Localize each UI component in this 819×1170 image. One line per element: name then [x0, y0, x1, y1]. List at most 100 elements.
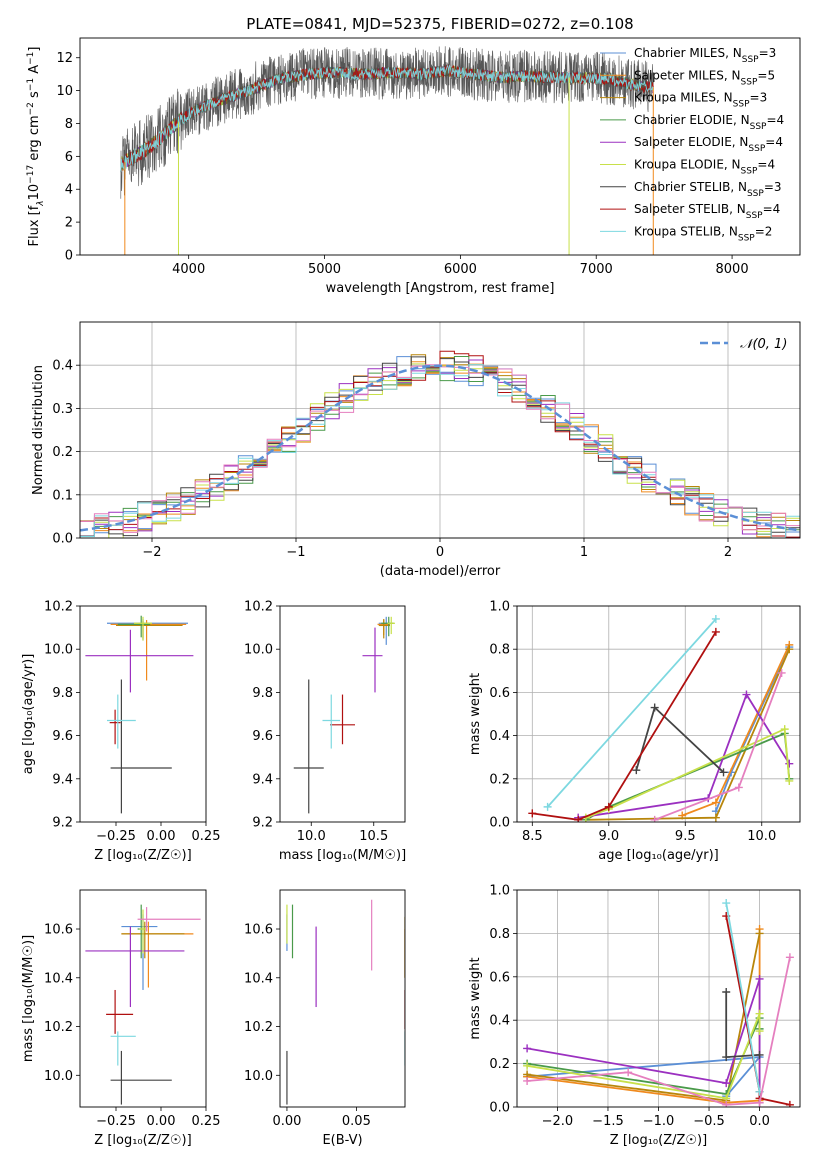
weight-line [681, 644, 791, 817]
weight-marker [734, 783, 743, 792]
y-tick-label: 9.4 [52, 772, 73, 787]
x-tick-label: −0.25 [96, 1114, 136, 1129]
x-tick-label: 10.0 [747, 829, 776, 844]
legend-label-tail: =4 [765, 135, 783, 149]
axes-frame [79, 605, 207, 823]
errorbar-point [387, 616, 395, 635]
y-tick-label: 0.2 [52, 445, 73, 460]
chart-age-vs-mass: 10.0 10.5 9.2 9.4 9.6 9.8 10.0 10.2 mass [log₁₀(… [244, 600, 406, 864]
x-tick-label: 1 [580, 545, 588, 560]
legend-label-main: Chabrier ELODIE, N [634, 113, 750, 127]
weight-marker [785, 645, 794, 654]
y-axis-label-part: Flux [f [27, 205, 42, 246]
y-tick-label: 10 [56, 84, 73, 99]
weight-marker [711, 627, 720, 636]
y-tick-label: 9.4 [252, 772, 273, 787]
weight-marker [543, 802, 552, 811]
x-axis-label: wavelength [Angstrom, rest frame] [326, 281, 555, 296]
weight-marker [523, 1061, 532, 1070]
weight-marker [722, 899, 731, 908]
y-tick-label: 10.6 [244, 923, 273, 938]
legend-label-sub: SSP [750, 122, 767, 132]
weight-marker [624, 1068, 633, 1077]
legend-label-main: Kroupa STELIB, N [634, 224, 738, 238]
errorbar-point [110, 620, 187, 681]
y-tick-label: 9.2 [52, 816, 73, 831]
legend-label-sub: SSP [746, 211, 763, 221]
y-axis-label-part: 10 [27, 184, 42, 201]
x-tick-label: −1.0 [643, 1114, 675, 1129]
weight-marker [755, 929, 764, 938]
weight-marker [742, 690, 751, 699]
weight-marker [785, 759, 794, 768]
y-tick-label: 0.8 [489, 643, 510, 658]
x-tick-label: 0 [436, 545, 444, 560]
legend-label: Kroupa MILES, NSSP=3 [634, 91, 767, 110]
y-tick-label: 10.6 [44, 923, 73, 938]
errorbar-point [121, 914, 158, 990]
y-axis-label-part: ] [27, 47, 42, 52]
weight-marker [777, 668, 786, 677]
x-tick-label: 0.25 [192, 1114, 221, 1129]
legend-label-main: Salpeter STELIB, N [634, 202, 746, 216]
y-axis-label-part: s [27, 91, 42, 102]
legend-label: Chabrier STELIB, NSSP=3 [634, 180, 782, 199]
y-tick-label: 0.8 [489, 927, 510, 942]
y-axis-label-part: A [27, 65, 42, 78]
weight-marker [523, 1044, 532, 1053]
y-tick-label: 4 [65, 183, 73, 198]
errorbar-point [110, 679, 172, 814]
chart-residual-hist: −2 −1 0 1 2 0.0 0.1 0.2 0.3 0.4 (data-model)/error… [31, 321, 801, 579]
axes-frame [79, 321, 801, 539]
x-tick-label: 0.00 [272, 1114, 301, 1129]
legend-label-sub: SSP [742, 55, 759, 65]
y-tick-label: 9.8 [52, 686, 73, 701]
legend-label: Chabrier ELODIE, NSSP=4 [634, 113, 784, 132]
x-tick-label: −2.0 [542, 1114, 574, 1129]
y-tick-label: 10.4 [44, 971, 73, 986]
weight-marker [755, 974, 764, 983]
weight-marker [755, 1027, 764, 1036]
axes-frame [516, 889, 801, 1108]
hist-lines [80, 350, 800, 538]
legend-label-tail: =3 [759, 46, 777, 60]
y-tick-label: 10.4 [244, 971, 273, 986]
errorbar-points [286, 899, 405, 1105]
legend-label-tail: =4 [766, 113, 784, 127]
y-tick-label: 0 [65, 249, 73, 264]
weight-lines [528, 614, 794, 822]
x-tick-label: −1 [286, 545, 305, 560]
legend-label-main: Kroupa ELODIE, N [634, 158, 741, 172]
legend-label: Kroupa STELIB, NSSP=2 [634, 224, 772, 243]
y-tick-label: 0.2 [489, 1057, 510, 1072]
y-tick-label: 9.6 [52, 729, 73, 744]
y-tick-label: 0.4 [489, 1014, 510, 1029]
x-tick-label: 0.25 [192, 829, 221, 844]
y-axis-label-part: −1 [26, 52, 36, 65]
legend-label-tail: =3 [750, 91, 768, 105]
y-axis-label: mass [log₁₀(M/M☉)] [21, 935, 36, 1062]
y-axis-label: Normed distribution [31, 365, 46, 495]
x-axis-label: E(B-V) [322, 1133, 362, 1148]
y-tick-label: 1.0 [489, 600, 510, 615]
y-tick-label: 10.0 [44, 643, 73, 658]
weight-marker [755, 1050, 764, 1059]
x-tick-label: 4000 [172, 262, 205, 277]
x-tick-label: −0.5 [693, 1114, 725, 1129]
weight-line [715, 646, 791, 812]
spectrum-line [120, 64, 654, 173]
weight-line [526, 933, 761, 1102]
legend-label-main: Salpeter ELODIE, N [634, 135, 748, 149]
chart-weight-vs-age: 8.5 9.0 9.5 10.0 0.0 0.2 0.4 0.6 0.8 1.0 age [log₁… [468, 600, 801, 863]
weight-line [546, 618, 717, 808]
legend-label-main: Kroupa MILES, N [634, 91, 733, 105]
weight-marker [785, 776, 794, 785]
y-tick-label: 10.0 [44, 1069, 73, 1084]
axes-frame [516, 605, 801, 823]
x-axis-label: mass [log₁₀(M/M☉)] [279, 848, 406, 863]
x-tick-label: 0.05 [342, 1114, 371, 1129]
x-tick-label: −1.5 [592, 1114, 624, 1129]
errorbar-point [109, 709, 121, 745]
spectrum-line [120, 46, 654, 199]
